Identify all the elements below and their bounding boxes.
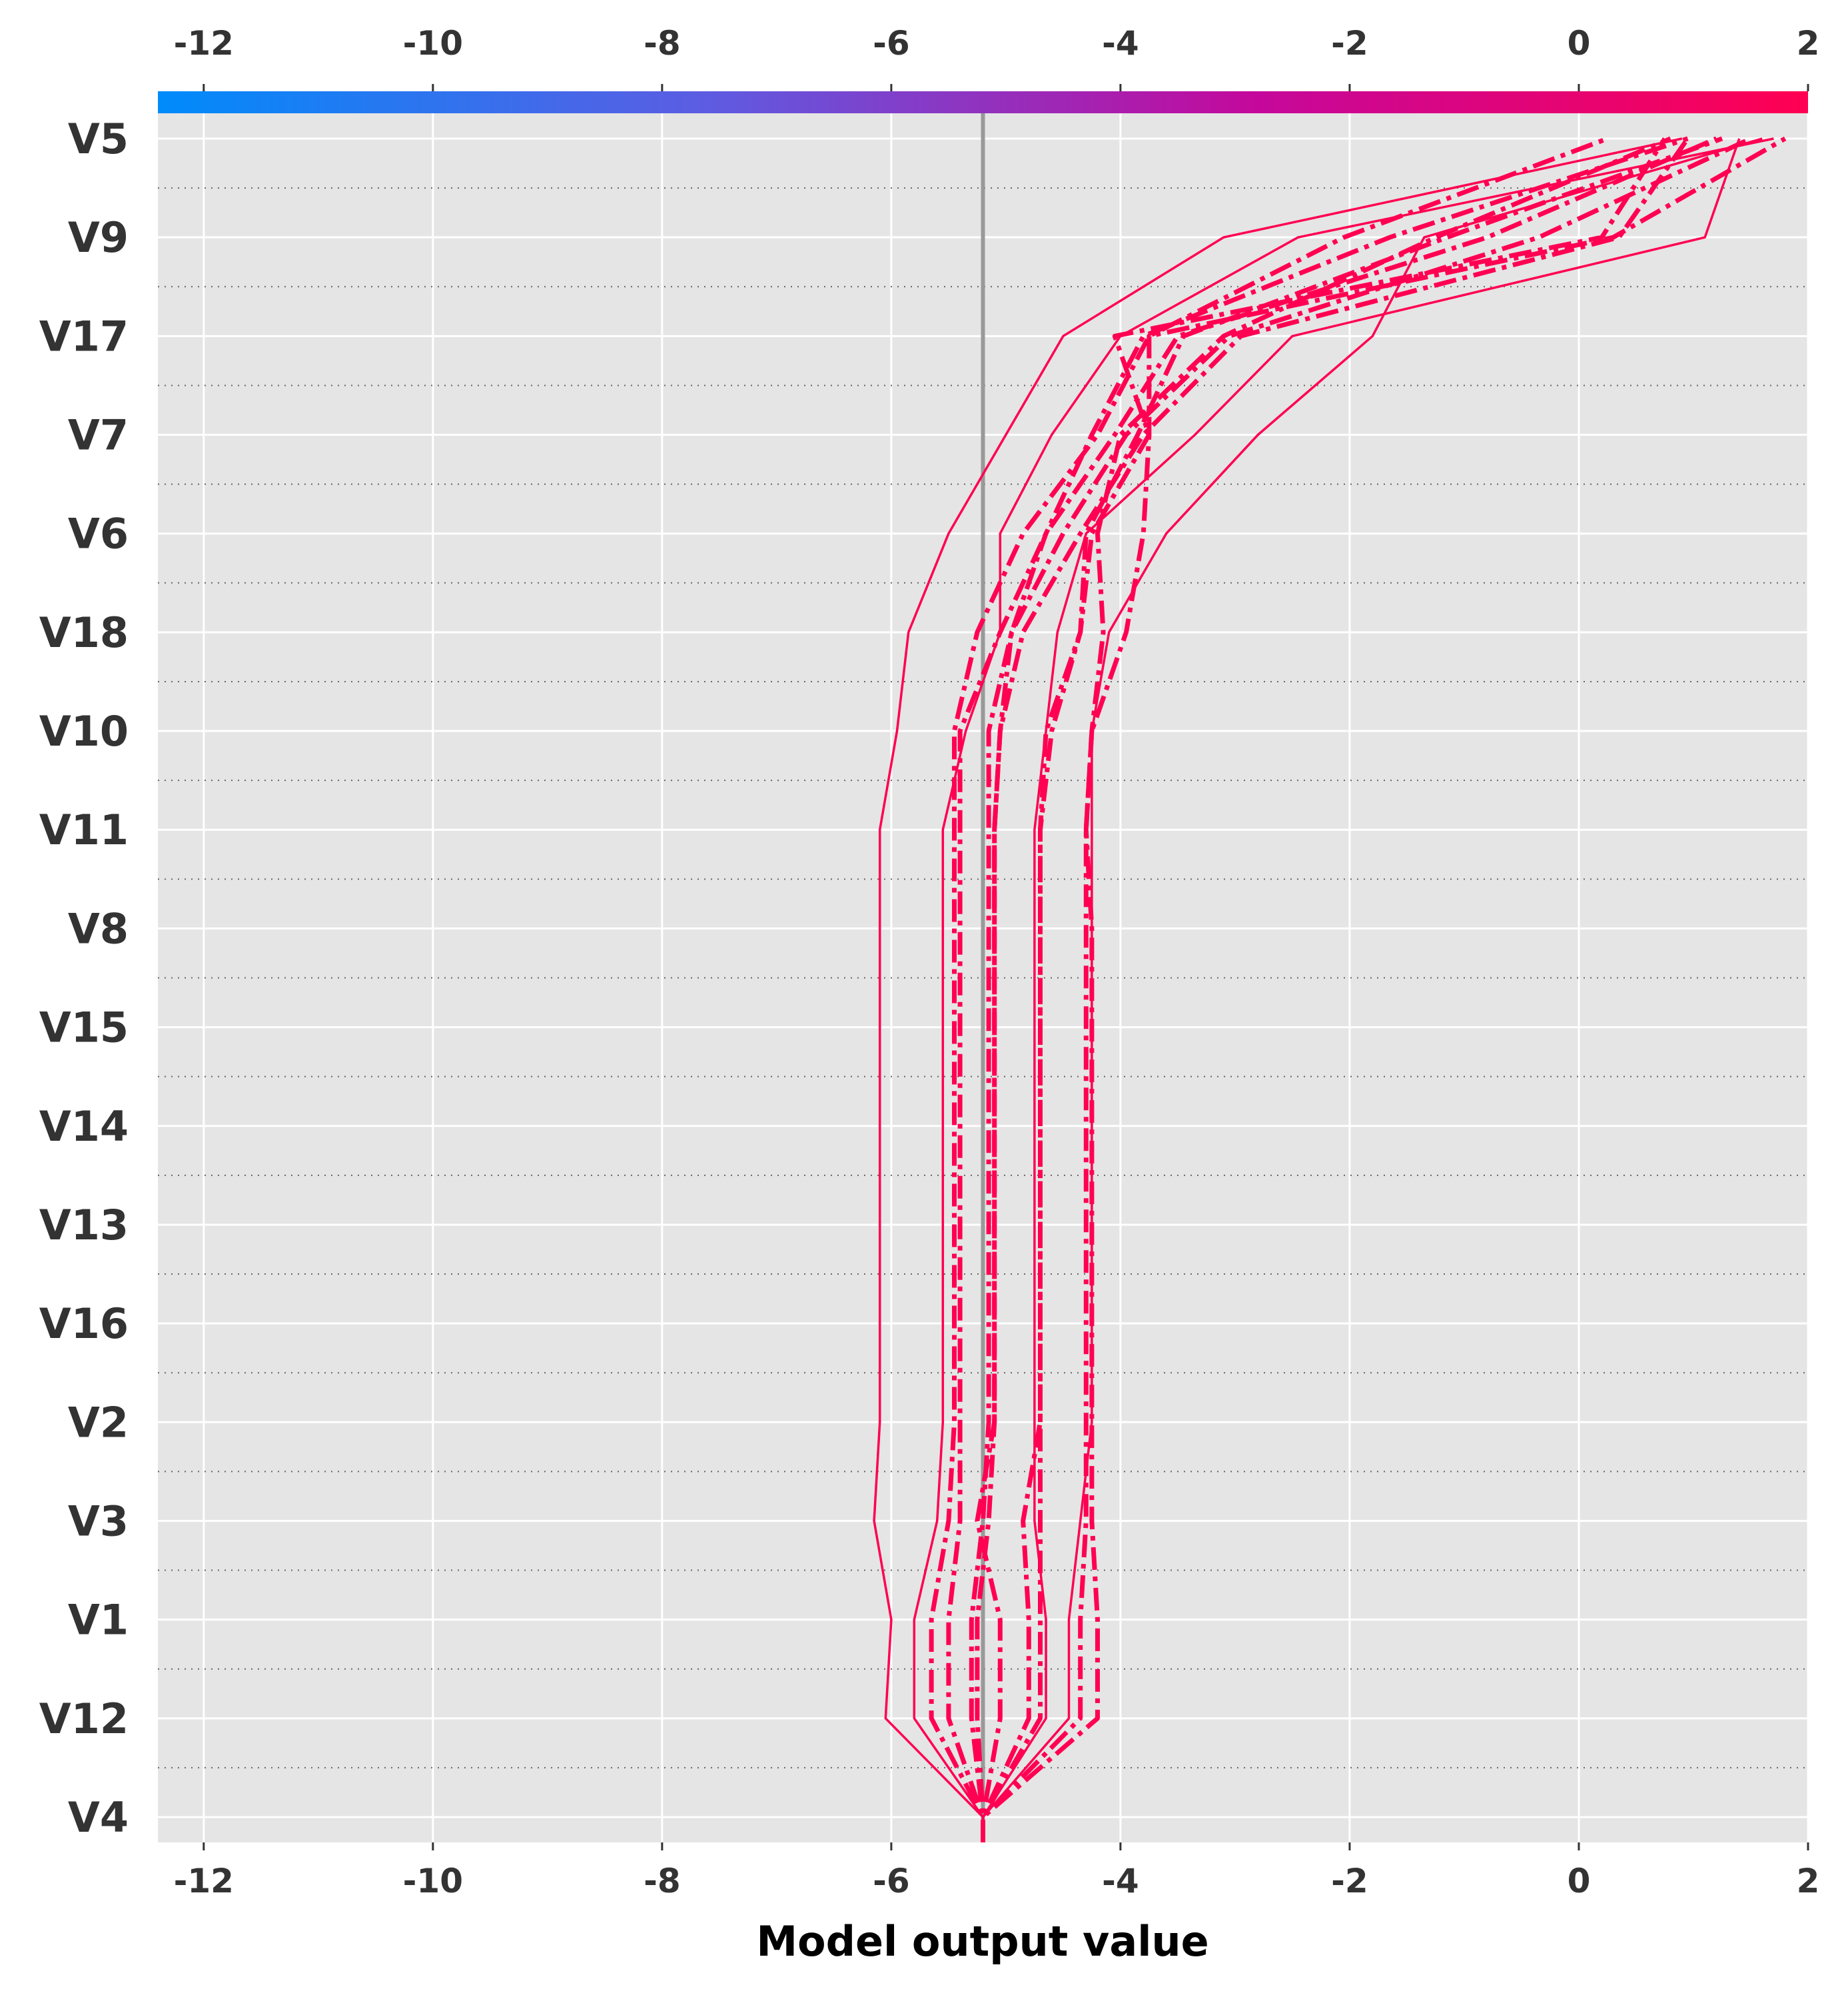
decision-line-1 bbox=[873, 137, 1683, 1842]
feature-label: V7 bbox=[68, 411, 129, 460]
decision-line-5 bbox=[929, 136, 1609, 1842]
x-axis-label: Model output value bbox=[756, 1917, 1208, 1966]
decision-line-12 bbox=[981, 136, 1671, 1842]
feature-label: V3 bbox=[68, 1497, 129, 1545]
x-tick-label-bottom: 0 bbox=[1568, 1862, 1591, 1900]
decision-line-7 bbox=[969, 136, 1689, 1842]
x-tick-label-bottom: -12 bbox=[174, 1862, 234, 1900]
x-tick-label-top: -4 bbox=[1102, 24, 1139, 63]
x-tick-label-top: 2 bbox=[1797, 24, 1820, 63]
feature-label: V13 bbox=[39, 1201, 129, 1249]
decision-line-4 bbox=[981, 138, 1741, 1842]
colorbar bbox=[158, 91, 1808, 113]
feature-label: V15 bbox=[39, 1003, 129, 1052]
feature-label: V14 bbox=[39, 1102, 129, 1151]
x-tick-label-top: -8 bbox=[644, 24, 681, 63]
x-tick-label-bottom: -4 bbox=[1102, 1862, 1139, 1900]
feature-label: V6 bbox=[68, 510, 129, 558]
decision-line-13 bbox=[981, 136, 1787, 1842]
feature-label: V8 bbox=[68, 904, 129, 953]
feature-label: V18 bbox=[39, 608, 129, 657]
feature-label: V2 bbox=[68, 1398, 129, 1447]
x-tick-label-bottom: -2 bbox=[1331, 1862, 1368, 1900]
axes: -12 -12 -10 -10 -8 -8 -6 -6 -4 -4 -2 -2 0 0 2 2 V4 V12 V1 V… bbox=[39, 24, 1820, 1900]
feature-label: V17 bbox=[39, 312, 129, 360]
x-tick-label-bottom: 2 bbox=[1797, 1862, 1820, 1900]
feature-label: V10 bbox=[39, 707, 129, 756]
decision-line-2 bbox=[913, 137, 1774, 1842]
x-tick-label-bottom: -6 bbox=[873, 1862, 910, 1900]
x-tick-label-bottom: -10 bbox=[403, 1862, 463, 1900]
feature-label: V1 bbox=[68, 1596, 129, 1645]
x-tick-label-top: -6 bbox=[873, 24, 910, 63]
x-tick-label-top: -12 bbox=[174, 24, 234, 63]
x-tick-label-top: 0 bbox=[1568, 24, 1591, 63]
feature-label: V9 bbox=[68, 213, 129, 262]
decision-lines bbox=[873, 136, 1787, 1842]
decision-line-6 bbox=[946, 136, 1717, 1842]
feature-label: V16 bbox=[39, 1299, 129, 1348]
grid bbox=[158, 113, 1809, 1842]
feature-label: V4 bbox=[68, 1793, 129, 1842]
x-tick-label-top: -10 bbox=[403, 24, 463, 63]
x-tick-label-bottom: -8 bbox=[644, 1862, 681, 1900]
x-tick-label-top: -2 bbox=[1331, 24, 1368, 63]
feature-label: V12 bbox=[39, 1694, 129, 1743]
decision-line-9 bbox=[975, 137, 1690, 1842]
feature-label: V5 bbox=[68, 115, 129, 163]
feature-label: V11 bbox=[39, 806, 129, 854]
